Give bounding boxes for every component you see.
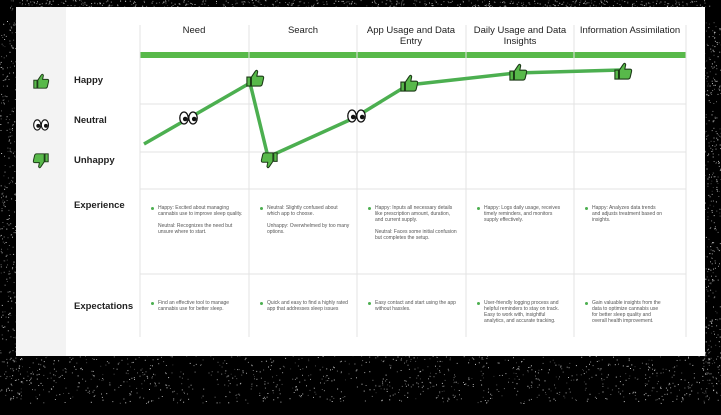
eyes-icon: [179, 111, 198, 125]
journey-map-card: Need Search App Usage and Data Entry Dai…: [16, 7, 705, 356]
expectation-cell-daily-usage: User-friendly logging process and helpfu…: [475, 300, 565, 330]
emotion-label-neutral: Neutral: [74, 115, 107, 126]
expectation-note: User-friendly logging process and helpfu…: [475, 300, 565, 324]
expectation-note: Easy contact and start using the app wit…: [366, 300, 458, 312]
emotion-label-happy: Happy: [74, 75, 104, 86]
experience-note: Happy: Inputs all necessary details like…: [366, 205, 458, 223]
emotion-label-unhappy: Unhappy: [74, 155, 115, 166]
thumbs-up-icon: [246, 69, 265, 87]
expectation-note: Gain valuable insights from the data to …: [583, 300, 665, 324]
expectation-cell-information: Gain valuable insights from the data to …: [583, 300, 665, 330]
thumbs-up-icon: [33, 73, 50, 89]
expectation-cell-need: Find an effective tool to manage cannabi…: [149, 300, 244, 318]
expectation-cell-search: Quick and easy to find a highly rated ap…: [258, 300, 351, 318]
stage-header-need: Need: [182, 25, 206, 36]
thumbs-up-icon: [509, 63, 528, 81]
icon-column: [16, 7, 66, 356]
stage-header-daily-usage: Daily Usage and Data Insights: [473, 25, 567, 47]
journey-map-graphics: [32, 25, 687, 337]
eyes-icon: [33, 119, 50, 131]
experience-cell-need: Happy: Excited about managing cannabis u…: [149, 205, 244, 241]
experience-cell-information: Happy: Analyzes data trends and adjusts …: [583, 205, 665, 229]
stage-header-information: Information Assimilation: [579, 25, 681, 36]
stage-header-app-usage: App Usage and Data Entry: [366, 25, 456, 47]
expectation-note: Quick and easy to find a highly rated ap…: [258, 300, 351, 312]
stage-header-search: Search: [287, 25, 319, 36]
row-label-expectations: Expectations: [74, 301, 134, 312]
experience-note: Happy: Analyzes data trends and adjusts …: [583, 205, 665, 223]
experience-cell-app-usage: Happy: Inputs all necessary details like…: [366, 205, 458, 247]
thumbs-up-icon: [400, 74, 419, 92]
thumbs-down-icon: [260, 152, 278, 169]
emotion-line: [143, 68, 622, 159]
thumbs-down-icon: [32, 153, 49, 169]
thumbs-up-icon: [614, 62, 633, 80]
experience-note: Neutral: Faces some initial confusion bu…: [375, 229, 457, 241]
experience-note: Neutral: Slightly confused about which a…: [258, 205, 351, 217]
row-label-experience: Experience: [74, 200, 125, 211]
experience-note: Unhappy: Overwhelmed by too many options…: [267, 223, 350, 235]
progress-bar: [140, 52, 686, 58]
expectation-note: Find an effective tool to manage cannabi…: [149, 300, 244, 312]
expectation-cell-app-usage: Easy contact and start using the app wit…: [366, 300, 458, 318]
eyes-icon: [347, 109, 366, 123]
experience-note: Happy: Excited about managing cannabis u…: [149, 205, 244, 217]
experience-note: Happy: Logs daily usage, receives timely…: [475, 205, 565, 223]
experience-cell-daily-usage: Happy: Logs daily usage, receives timely…: [475, 205, 565, 229]
experience-note: Neutral: Recognizes the need but unsure …: [158, 223, 233, 235]
experience-cell-search: Neutral: Slightly confused about which a…: [258, 205, 351, 241]
